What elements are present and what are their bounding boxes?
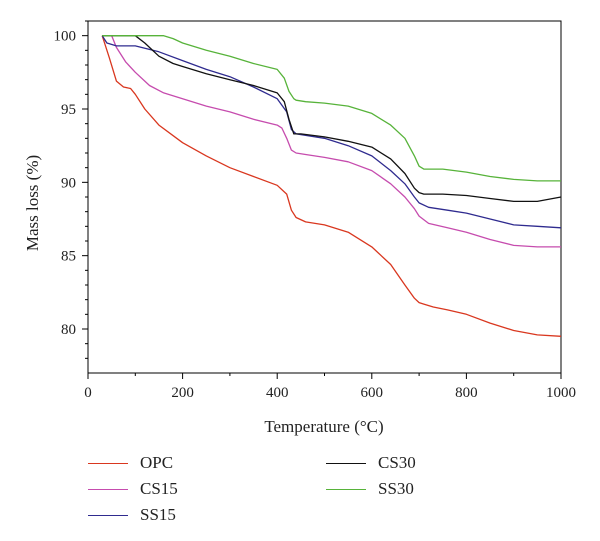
x-tick-label: 400 <box>266 385 289 401</box>
x-axis-title: Temperature (°C) <box>264 417 383 436</box>
series-line-opc <box>101 35 562 337</box>
series-line-cs15 <box>102 35 561 248</box>
x-tick-label: 200 <box>171 385 194 401</box>
x-tick-label: 0 <box>84 385 92 401</box>
x-tick-label: 600 <box>361 385 384 401</box>
axes: 0 200 400 600 800 1000 80 85 90 95 100 <box>54 20 576 401</box>
x-tick-label: 800 <box>455 385 478 401</box>
x-tick-label: 1000 <box>546 385 576 401</box>
y-axis-title: Mass loss (%) <box>23 155 42 251</box>
series-line-ss15 <box>101 35 562 229</box>
plot-frame <box>87 20 562 374</box>
y-tick-label: 100 <box>54 29 77 45</box>
series-line-ss30 <box>102 35 561 182</box>
y-tick-label: 95 <box>61 102 76 118</box>
y-tick-label: 80 <box>61 322 76 338</box>
y-tick-label: 85 <box>61 249 76 265</box>
series-lines <box>101 35 562 337</box>
series-line-cs30 <box>102 35 562 203</box>
y-tick-label: 90 <box>61 175 76 191</box>
